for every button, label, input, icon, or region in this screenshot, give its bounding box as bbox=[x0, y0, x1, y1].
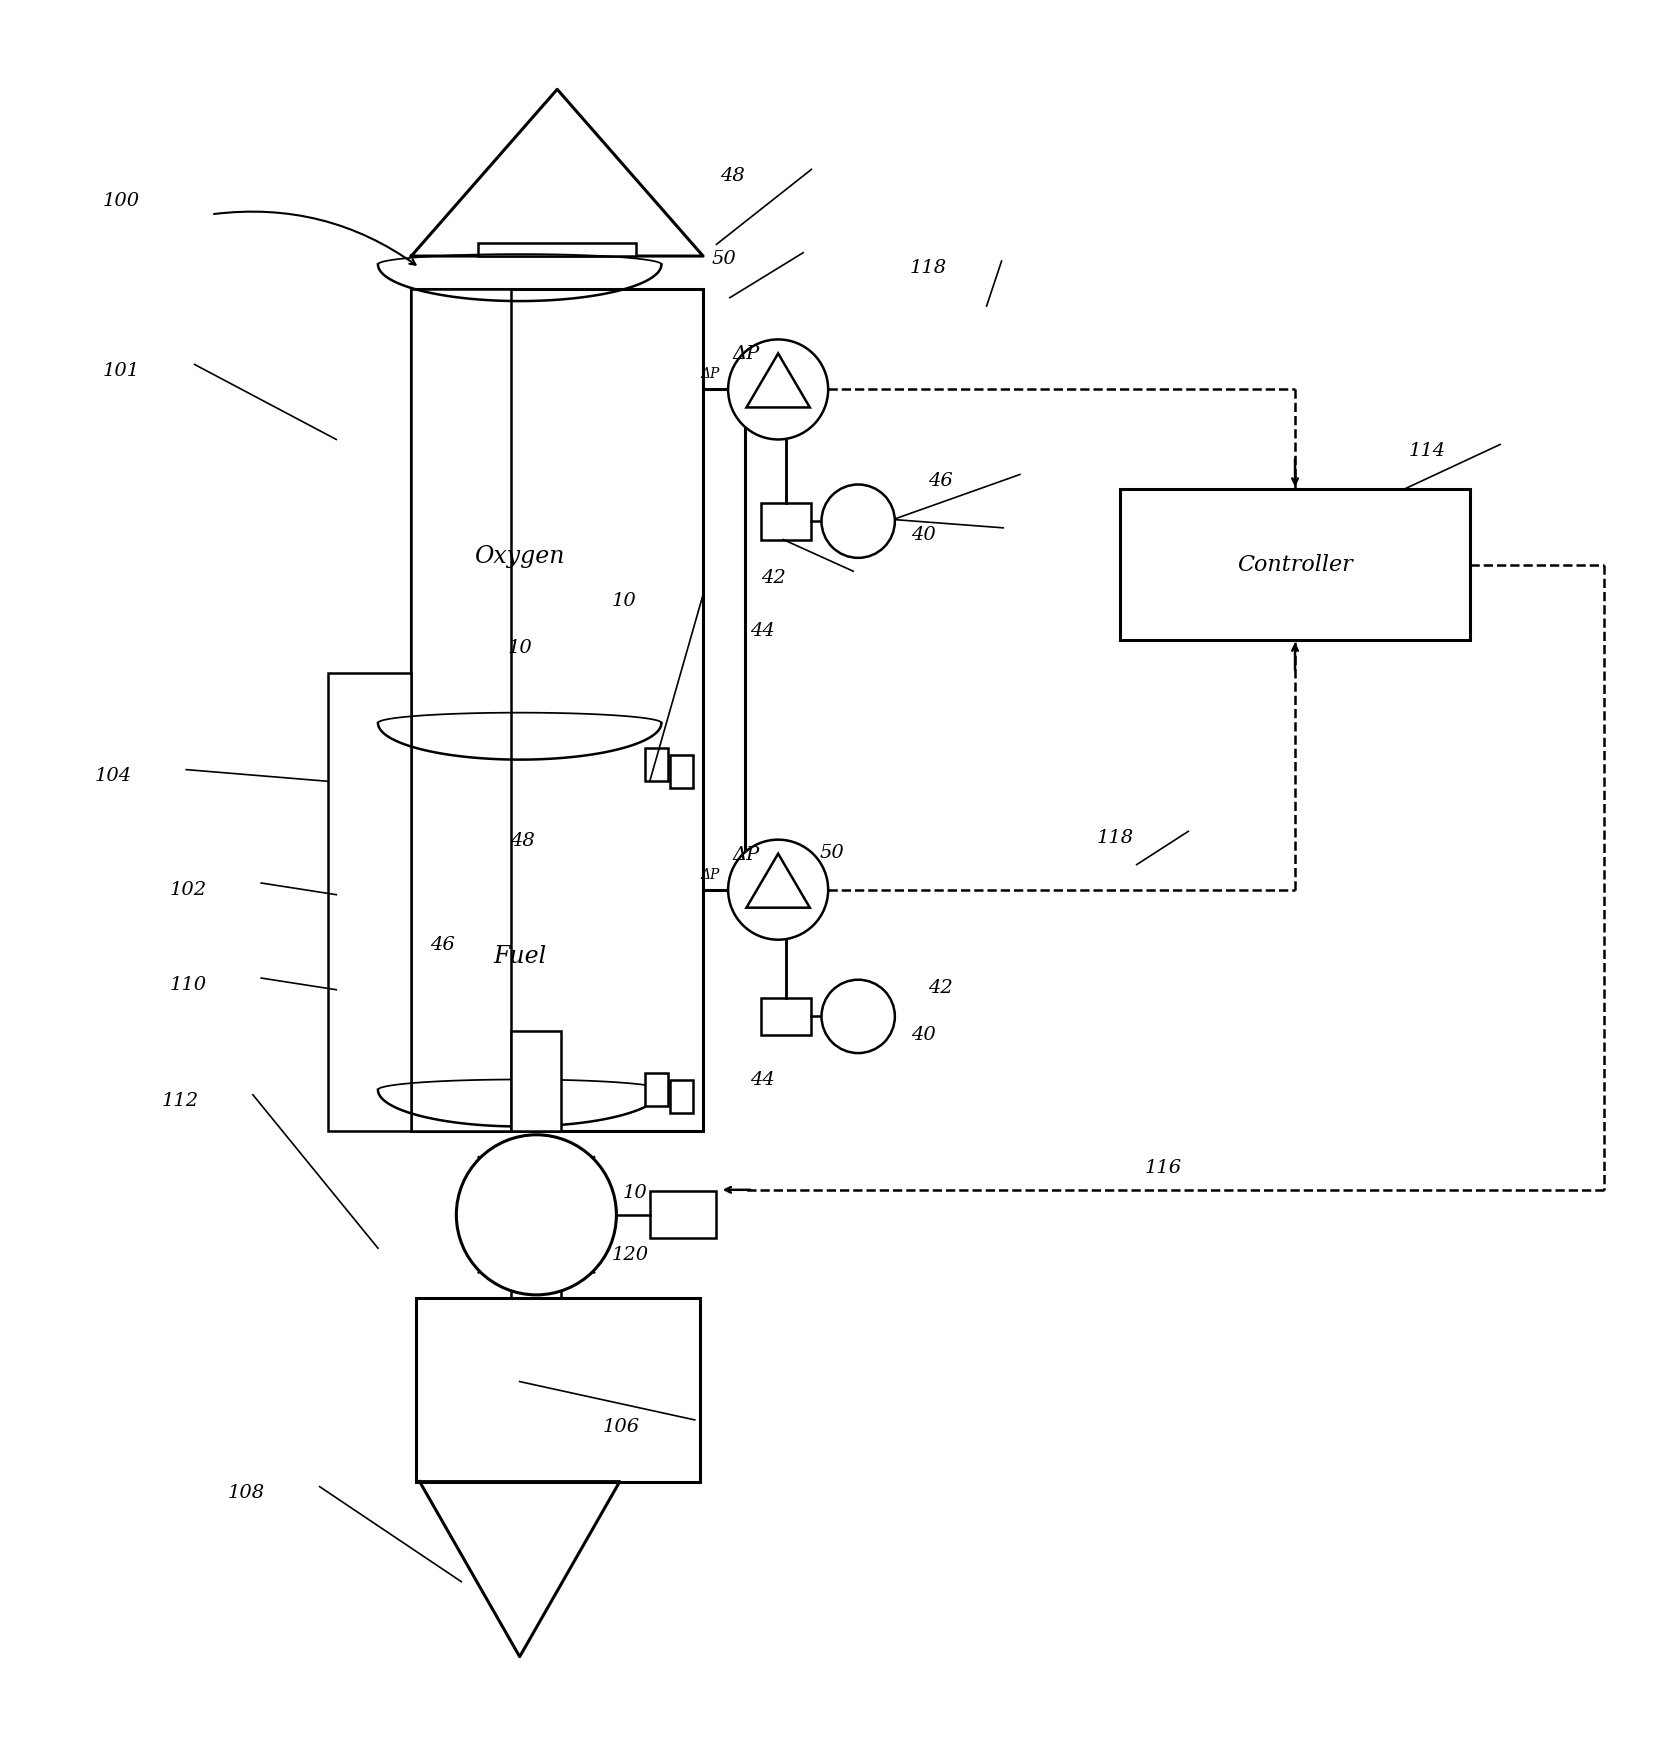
Text: 40: 40 bbox=[912, 1025, 937, 1044]
Text: 10: 10 bbox=[622, 1184, 647, 1203]
Text: ΔP: ΔP bbox=[701, 868, 719, 882]
Text: 10: 10 bbox=[611, 592, 636, 609]
Text: ΔP: ΔP bbox=[733, 346, 760, 363]
Text: 102: 102 bbox=[169, 880, 207, 899]
Text: 116: 116 bbox=[1144, 1159, 1183, 1177]
Text: 42: 42 bbox=[761, 569, 786, 587]
Text: 110: 110 bbox=[169, 976, 207, 993]
Circle shape bbox=[457, 1135, 616, 1296]
Text: 40: 40 bbox=[912, 526, 937, 543]
Text: 108: 108 bbox=[228, 1484, 264, 1502]
Text: 104: 104 bbox=[94, 766, 132, 786]
Bar bbox=[649, 1191, 716, 1238]
Circle shape bbox=[821, 484, 895, 559]
Text: 50: 50 bbox=[711, 250, 736, 269]
Text: ΔP: ΔP bbox=[701, 367, 719, 381]
Text: 106: 106 bbox=[602, 1418, 641, 1435]
Bar bbox=[761, 999, 811, 1035]
Bar bbox=[478, 243, 636, 257]
Text: 118: 118 bbox=[910, 258, 947, 276]
Bar bbox=[669, 754, 693, 787]
Text: Fuel: Fuel bbox=[494, 945, 547, 967]
Bar bbox=[512, 1032, 562, 1131]
Bar bbox=[328, 672, 412, 1131]
Text: 44: 44 bbox=[750, 1070, 775, 1090]
Bar bbox=[1119, 489, 1471, 639]
Text: 120: 120 bbox=[611, 1247, 649, 1264]
Bar bbox=[669, 1079, 693, 1114]
Circle shape bbox=[728, 339, 828, 440]
Text: 46: 46 bbox=[929, 471, 954, 491]
Text: 44: 44 bbox=[750, 622, 775, 641]
Text: 112: 112 bbox=[161, 1093, 199, 1110]
Text: ΔP: ΔP bbox=[733, 845, 760, 864]
Text: Oxygen: Oxygen bbox=[475, 545, 565, 567]
Text: 48: 48 bbox=[510, 833, 534, 850]
Bar bbox=[761, 503, 811, 540]
Text: 101: 101 bbox=[102, 361, 141, 381]
Text: 100: 100 bbox=[102, 192, 141, 210]
Text: 46: 46 bbox=[430, 936, 455, 953]
Bar bbox=[417, 1299, 699, 1482]
Text: 114: 114 bbox=[1409, 442, 1445, 461]
Bar bbox=[412, 290, 703, 1131]
Text: Controller: Controller bbox=[1236, 553, 1353, 576]
Text: 10: 10 bbox=[507, 639, 532, 656]
Bar bbox=[512, 1215, 562, 1299]
Text: 42: 42 bbox=[929, 980, 954, 997]
Circle shape bbox=[821, 980, 895, 1053]
Bar bbox=[644, 747, 668, 780]
Bar bbox=[412, 290, 512, 1131]
Text: 50: 50 bbox=[820, 843, 845, 863]
Circle shape bbox=[728, 840, 828, 939]
Text: 118: 118 bbox=[1096, 829, 1134, 847]
Bar bbox=[644, 1074, 668, 1107]
Text: 48: 48 bbox=[719, 168, 744, 185]
